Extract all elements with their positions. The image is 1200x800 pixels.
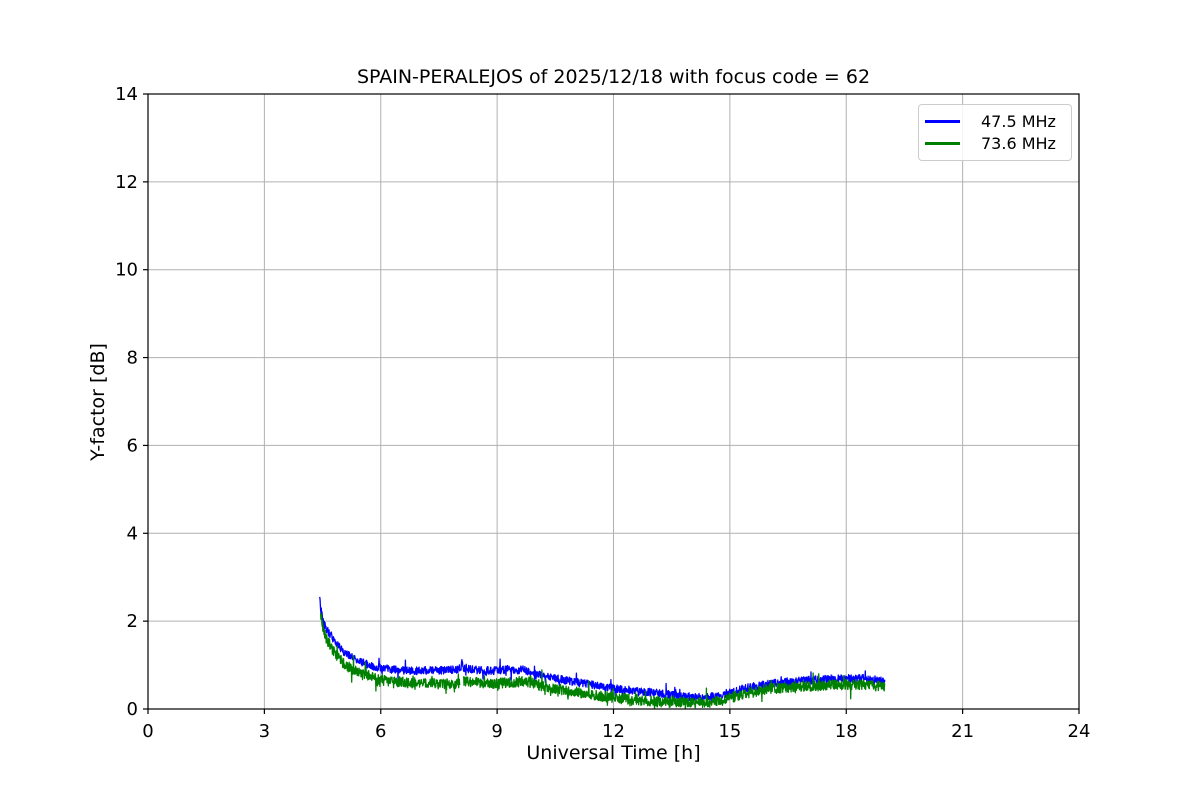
legend-item: 73.6 MHz [925,132,1063,154]
x-tick-label: 3 [259,721,270,742]
y-axis-label: Y-factor [dB] [87,343,109,461]
series-line-73.6-mhz [319,612,461,694]
x-tick-label: 18 [835,721,858,742]
y-tick-label: 12 [115,172,138,193]
legend-line-sample-icon [925,141,960,145]
y-tick-label: 10 [115,260,138,281]
y-tick-label: 8 [127,348,138,369]
x-tick-label: 21 [951,721,974,742]
x-tick-label: 24 [1068,721,1091,742]
series-line-73.6-mhz [462,669,886,710]
legend-line-sample-icon [925,119,960,123]
legend-label: 73.6 MHz [981,133,1056,153]
y-tick-label: 0 [127,699,138,720]
chart-title: SPAIN-PERALEJOS of 2025/12/18 with focus… [356,66,871,88]
legend-label: 47.5 MHz [981,111,1056,131]
x-tick-label: 0 [142,721,153,742]
x-tick-label: 9 [491,721,502,742]
y-tick-label: 4 [127,523,138,544]
y-tick-label: 14 [115,84,138,105]
x-tick-label: 6 [375,721,386,742]
legend-item: 47.5 MHz [925,110,1063,132]
x-axis-label: Universal Time [h] [526,742,701,764]
y-tick-label: 6 [127,435,138,456]
legend: 47.5 MHz 73.6 MHz [918,104,1072,161]
y-tick-label: 2 [127,611,138,632]
series-line-47.5-mhz [318,596,886,702]
x-tick-label: 12 [602,721,625,742]
x-tick-label: 15 [718,721,741,742]
